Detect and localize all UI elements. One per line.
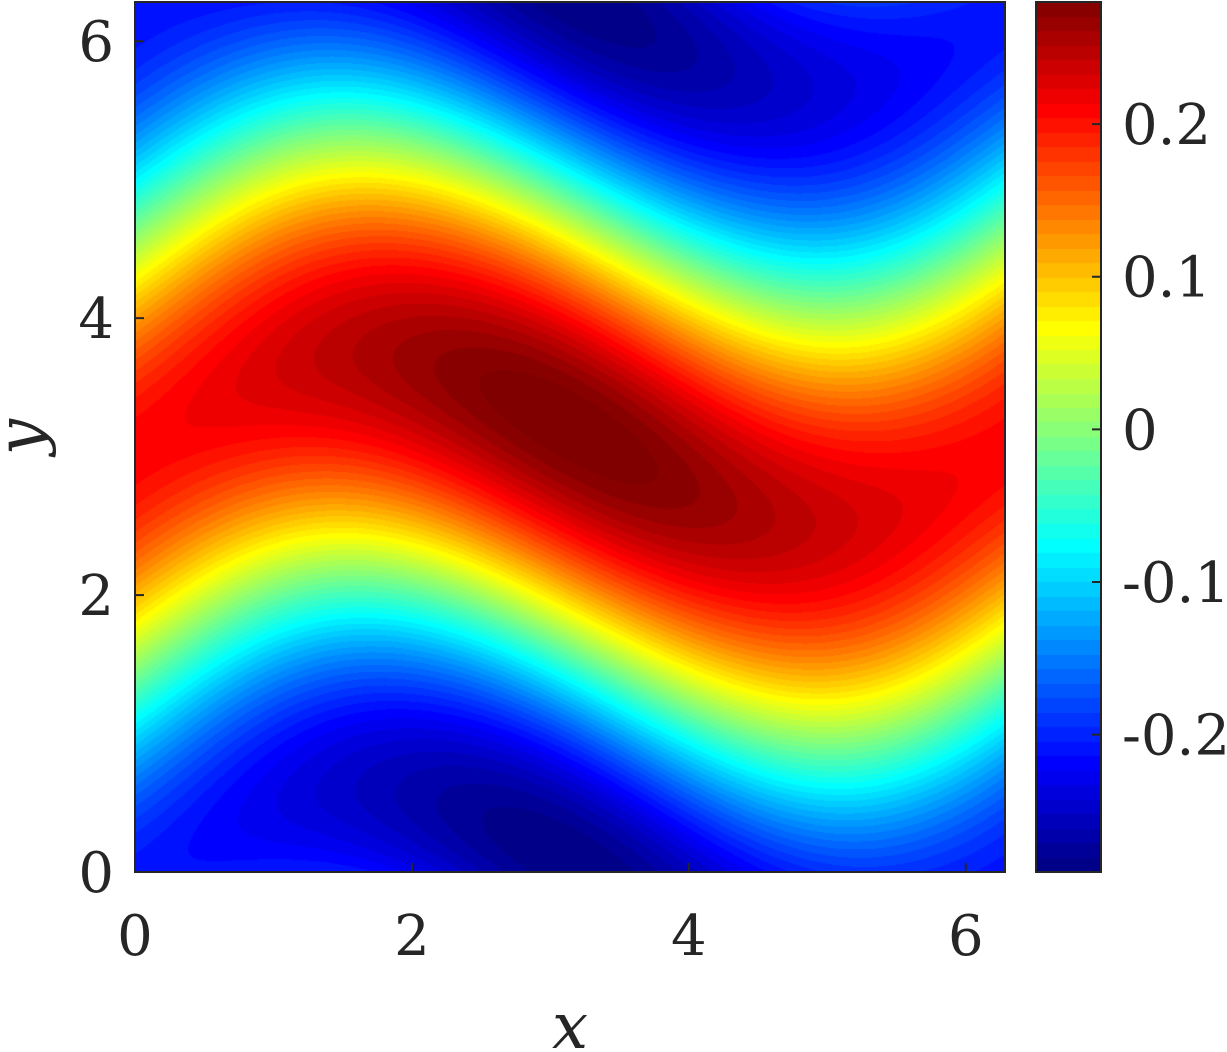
y-tick-label: 6 — [78, 10, 114, 75]
x-axis-label: x — [552, 990, 588, 1052]
y-axis-label: y — [0, 418, 58, 458]
y-tick-label: 0 — [78, 841, 114, 906]
colorbar-tick-label: 0.1 — [1122, 246, 1211, 311]
y-axis-ticks: 0 2 4 6 — [78, 10, 144, 906]
x-tick-label: 2 — [394, 904, 430, 969]
x-tick-label: 4 — [671, 904, 707, 969]
y-tick-label: 2 — [78, 564, 114, 629]
y-tick-label: 4 — [78, 287, 114, 352]
colorbar-frame — [1035, 1, 1102, 873]
plot-frame — [134, 1, 1006, 873]
colorbar-tick-label: 0.2 — [1122, 93, 1211, 158]
x-tick-label: 6 — [948, 904, 984, 969]
x-tick-label: 0 — [117, 904, 153, 969]
colorbar — [1036, 2, 1101, 872]
colorbar-ticks: 0.2 0.1 0 -0.1 -0.2 — [1092, 93, 1227, 769]
colorbar-tick-label: -0.2 — [1122, 704, 1227, 769]
heatmap — [135, 2, 1005, 872]
x-axis-ticks: 0 2 4 6 — [117, 863, 984, 969]
colorbar-tick-label: 0 — [1122, 398, 1158, 463]
colorbar-tick-label: -0.1 — [1122, 551, 1227, 616]
